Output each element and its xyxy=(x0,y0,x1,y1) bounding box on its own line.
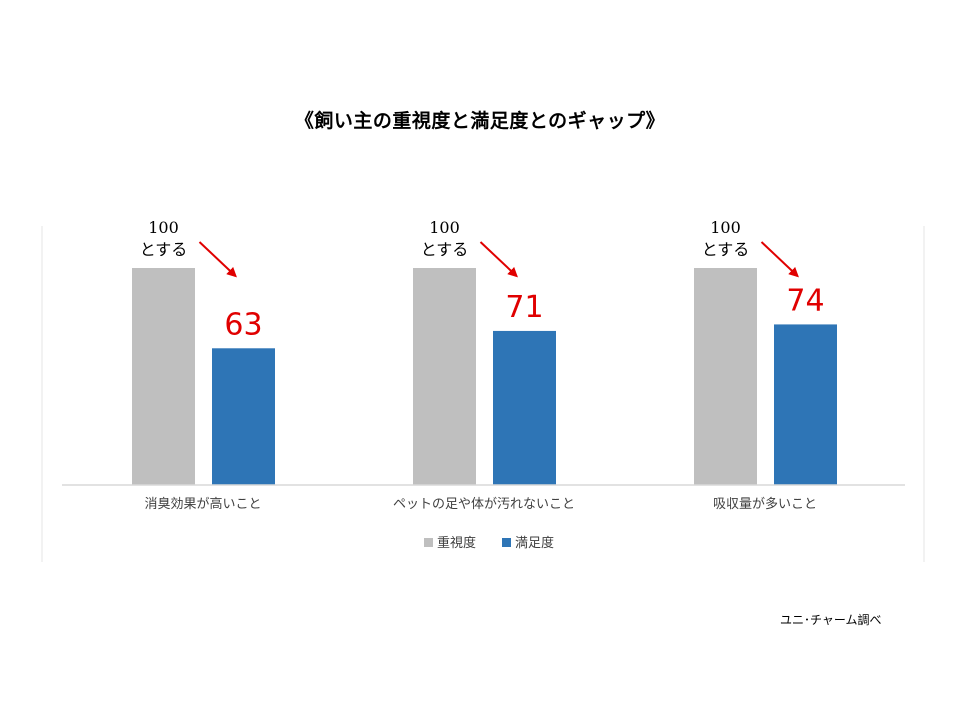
ref-value-label: 100 xyxy=(148,218,179,237)
ref-value-label: 100 xyxy=(710,218,741,237)
ref-text-label: とする xyxy=(421,240,469,259)
bar-satisfaction-0 xyxy=(212,348,275,485)
x-tick-label: ペットの足や体が汚れないこと xyxy=(393,497,575,512)
annotation-arrow xyxy=(198,241,237,278)
x-tick-label: 消臭効果が高いこと xyxy=(144,496,261,512)
data-label-satisfaction: 74 xyxy=(786,283,824,318)
legend: 重視度 満足度 xyxy=(424,535,554,551)
source-note: ユニ･チャーム調べ xyxy=(780,613,882,627)
x-tick-label: 吸収量が多いこと xyxy=(713,496,817,512)
bar-importance-0 xyxy=(132,268,195,485)
ref-value-label: 100 xyxy=(429,218,460,237)
data-label-satisfaction: 63 xyxy=(224,307,262,342)
annotations-group: 100 とする 63 100 とする 71 100 とする 74 xyxy=(140,218,825,342)
chart-title: 《飼い主の重視度と満足度とのギャップ》 xyxy=(294,110,666,132)
legend-label: 満足度 xyxy=(515,535,554,551)
legend-label: 重視度 xyxy=(437,535,476,551)
x-tick-labels: 消臭効果が高いこと ペットの足や体が汚れないこと 吸収量が多いこと xyxy=(144,496,817,512)
bar-satisfaction-2 xyxy=(774,324,837,485)
bars-group xyxy=(132,268,837,485)
ref-text-label: とする xyxy=(702,240,750,259)
legend-swatch xyxy=(424,538,433,547)
data-label-satisfaction: 71 xyxy=(505,290,543,325)
ref-text-label: とする xyxy=(140,240,188,259)
bar-importance-1 xyxy=(413,268,476,485)
legend-swatch xyxy=(502,538,511,547)
annotation-arrow xyxy=(479,241,518,278)
bar-satisfaction-1 xyxy=(493,330,556,485)
annotation-arrow xyxy=(760,241,799,278)
bar-importance-2 xyxy=(694,268,757,485)
